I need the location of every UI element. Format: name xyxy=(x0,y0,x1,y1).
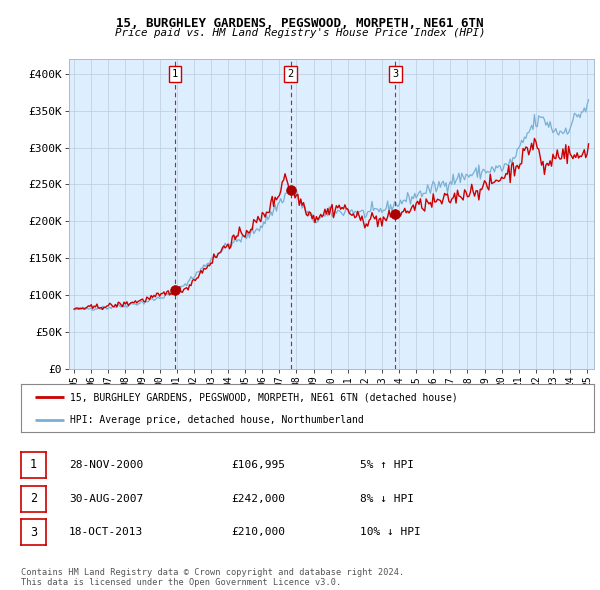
Text: HPI: Average price, detached house, Northumberland: HPI: Average price, detached house, Nort… xyxy=(70,415,364,425)
Text: 3: 3 xyxy=(392,69,398,78)
Text: 30-AUG-2007: 30-AUG-2007 xyxy=(69,494,143,503)
Text: 28-NOV-2000: 28-NOV-2000 xyxy=(69,460,143,470)
Text: 3: 3 xyxy=(30,526,37,539)
Text: £106,995: £106,995 xyxy=(231,460,285,470)
Text: 2: 2 xyxy=(287,69,294,78)
Text: 5% ↑ HPI: 5% ↑ HPI xyxy=(360,460,414,470)
Text: £242,000: £242,000 xyxy=(231,494,285,503)
Text: Price paid vs. HM Land Registry's House Price Index (HPI): Price paid vs. HM Land Registry's House … xyxy=(115,28,485,38)
Text: 8% ↓ HPI: 8% ↓ HPI xyxy=(360,494,414,503)
Text: 18-OCT-2013: 18-OCT-2013 xyxy=(69,527,143,537)
Text: 2: 2 xyxy=(30,492,37,505)
Text: 1: 1 xyxy=(172,69,178,78)
Text: Contains HM Land Registry data © Crown copyright and database right 2024.
This d: Contains HM Land Registry data © Crown c… xyxy=(21,568,404,587)
Text: 15, BURGHLEY GARDENS, PEGSWOOD, MORPETH, NE61 6TN: 15, BURGHLEY GARDENS, PEGSWOOD, MORPETH,… xyxy=(116,17,484,30)
Text: 10% ↓ HPI: 10% ↓ HPI xyxy=(360,527,421,537)
Text: 1: 1 xyxy=(30,458,37,471)
Text: £210,000: £210,000 xyxy=(231,527,285,537)
Text: 15, BURGHLEY GARDENS, PEGSWOOD, MORPETH, NE61 6TN (detached house): 15, BURGHLEY GARDENS, PEGSWOOD, MORPETH,… xyxy=(70,392,457,402)
